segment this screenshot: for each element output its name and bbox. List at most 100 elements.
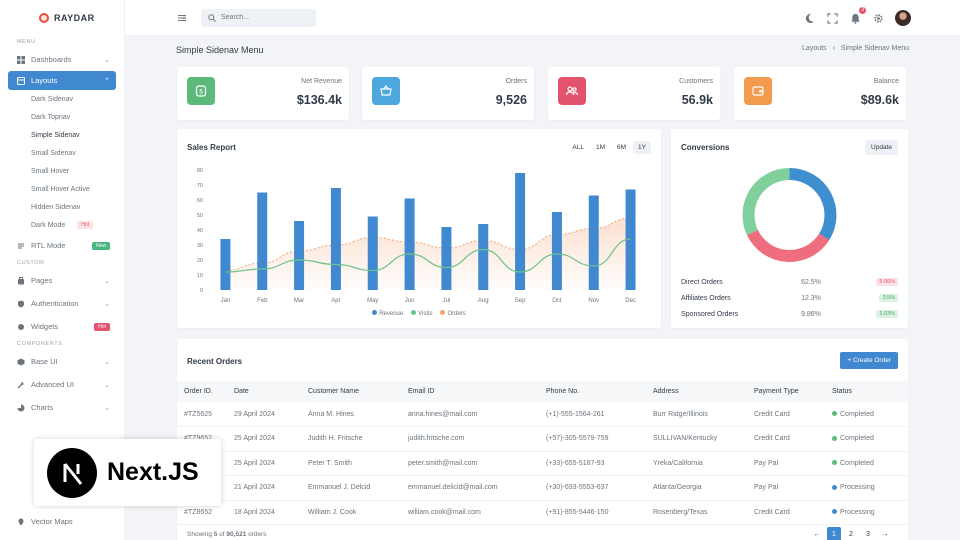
brand-logo-icon	[39, 13, 49, 23]
sidebar-subitem-small-hover-active[interactable]: Small Hover Active	[31, 185, 90, 193]
sidebar-subitem-dark-topnav[interactable]: Dark Topnav	[31, 113, 71, 121]
menu-toggle-icon[interactable]	[177, 13, 187, 23]
rtl-icon	[18, 243, 24, 248]
legend-item-visits[interactable]: Visits	[411, 310, 432, 317]
pagination-page-3[interactable]: 3	[866, 530, 870, 538]
column-header[interactable]: Payment Type	[754, 381, 832, 402]
table-cell: Credit Card	[754, 426, 832, 452]
sidebar-item-vector-maps[interactable]: Vector Maps	[0, 510, 125, 533]
column-header[interactable]: Customer Name	[308, 381, 408, 402]
legend-item-revenue[interactable]: Revenue	[372, 310, 403, 317]
sidebar-item-authentication[interactable]: Authentication ⌄	[0, 292, 124, 315]
sidebar-item-charts[interactable]: Charts ⌄	[0, 396, 124, 419]
y-tick-label: 10	[197, 273, 203, 279]
table-cell: judith.fritsche.com	[408, 426, 546, 452]
y-tick-label: 60	[197, 198, 203, 204]
table-cell: 25 April 2024	[234, 451, 308, 476]
column-header[interactable]: Date	[234, 381, 308, 402]
search-box[interactable]	[201, 8, 316, 27]
donut-slice[interactable]	[789, 168, 837, 241]
revenue-bar	[441, 227, 452, 290]
table-cell: peter.smith@mail.com	[408, 451, 546, 476]
fullscreen-icon[interactable]	[826, 12, 838, 24]
pagination-next-button[interactable]: →	[881, 530, 889, 538]
orders-table-body: #TZ5625 29 April 2024 Anna M. Hines anna.hi…	[177, 402, 908, 525]
conversion-change-badge: 3.5%	[879, 294, 898, 302]
search-input[interactable]	[221, 14, 311, 21]
column-header[interactable]: Order ID.	[177, 381, 234, 402]
orders-table: Order ID. Date Customer Name Email ID Ph…	[177, 381, 908, 525]
range-1y-button[interactable]: 1Y	[633, 141, 651, 154]
basket-icon	[372, 77, 400, 105]
range-selector: ALL 1M 6M 1Y	[567, 141, 651, 154]
pagination-prev-button[interactable]: ←	[813, 530, 821, 538]
sidebar-item-base-ui[interactable]: Base UI ⌄	[0, 350, 124, 373]
bell-icon[interactable]: 3	[849, 7, 866, 24]
sidebar-subitem-hidden-sidenav[interactable]: Hidden Sidenav	[31, 203, 81, 211]
table-row[interactable]: #TZ5625 29 April 2024 Anna M. Hines anna.hi…	[177, 402, 908, 427]
y-tick-label: 50	[197, 213, 203, 219]
sidebar-item-layouts[interactable]: Layouts ⌃	[8, 71, 116, 90]
sidebar-item-pages[interactable]: Pages ⌄	[0, 269, 124, 292]
table-cell: (+33)-655-5187-93	[546, 451, 653, 476]
x-tick-label: Sep	[515, 298, 526, 304]
column-header[interactable]: Status	[832, 381, 908, 402]
table-row[interactable]: #TZ8652 18 April 2024 William J. Cook willi…	[177, 500, 908, 525]
donut-slice[interactable]	[746, 229, 830, 262]
sidebar-item-rtl-mode[interactable]: RTL Mode New	[0, 234, 124, 257]
sidebar-subitem-small-sidenav[interactable]: Small Sidenav	[31, 149, 76, 157]
x-tick-label: May	[367, 298, 378, 304]
chevron-up-icon: ⌃	[104, 77, 110, 85]
sidebar-subitem-dark-sidenav[interactable]: Dark Sidenav	[31, 95, 74, 103]
y-tick-label: 70	[197, 183, 203, 189]
x-tick-label: Feb	[257, 298, 268, 304]
pagination-page-1[interactable]: 1	[827, 527, 841, 540]
sidebar-item-advanced-ui[interactable]: Advanced UI ⌄	[0, 373, 124, 396]
brand[interactable]: RAYDAR	[0, 0, 124, 36]
range-all-button[interactable]: ALL	[572, 144, 584, 151]
conversion-name: Affiliates Orders	[681, 294, 731, 302]
sidebar-subitem-small-hover[interactable]: Small Hover	[31, 167, 70, 175]
conversion-percent: 12.3%	[801, 294, 821, 302]
breadcrumb-separator: ›	[832, 45, 835, 52]
sales-report-title: Sales Report	[187, 143, 236, 152]
widgets-icon	[18, 323, 24, 330]
y-tick-label: 40	[197, 228, 203, 234]
breadcrumb: Layouts › Simple Sidenav Menu	[802, 45, 909, 52]
status-cell: Completed	[832, 451, 908, 476]
nextjs-logo-icon	[47, 447, 97, 498]
sidebar-subitem-dark-mode[interactable]: Dark Mode Hot	[0, 216, 124, 234]
column-header[interactable]: Address	[653, 381, 754, 402]
revenue-bar	[551, 212, 562, 290]
donut-slice[interactable]	[742, 168, 790, 236]
pagination-page-2[interactable]: 2	[849, 530, 853, 538]
orders-area	[225, 218, 631, 290]
avatar[interactable]	[895, 10, 911, 26]
column-header[interactable]: Phone No.	[546, 381, 653, 402]
status-label: Completed	[840, 435, 874, 443]
breadcrumb-parent[interactable]: Layouts	[802, 45, 827, 52]
moon-icon[interactable]	[803, 12, 815, 24]
x-tick-label: Jun	[405, 298, 415, 304]
conversion-change-badge: 5.06%	[876, 278, 898, 286]
settings-icon[interactable]	[872, 12, 884, 24]
status-label: Completed	[840, 410, 874, 418]
x-tick-label: Apr	[331, 298, 340, 304]
pagination: ← 1 2 3 →	[810, 527, 892, 540]
legend-item-orders[interactable]: Orders	[440, 310, 466, 317]
column-header[interactable]: Email ID	[408, 381, 546, 402]
create-order-button[interactable]: + Create Order	[840, 352, 898, 369]
status-dot	[832, 509, 837, 515]
sidebar-item-label: Vector Maps	[31, 517, 73, 526]
chevron-down-icon: ⌄	[104, 56, 110, 64]
sidebar-item-widgets[interactable]: Widgets Hot	[0, 315, 124, 338]
sidebar-subitem-simple-sidenav[interactable]: Simple Sidenav	[31, 131, 80, 139]
range-1m-button[interactable]: 1M	[595, 144, 606, 151]
update-button[interactable]: Update	[865, 140, 898, 155]
sidebar-item-dashboards[interactable]: Dashboards ⌄	[0, 48, 124, 71]
recent-orders-card: Recent Orders + Create Order Order ID. D…	[177, 339, 908, 540]
range-6m-button[interactable]: 6M	[617, 144, 627, 151]
